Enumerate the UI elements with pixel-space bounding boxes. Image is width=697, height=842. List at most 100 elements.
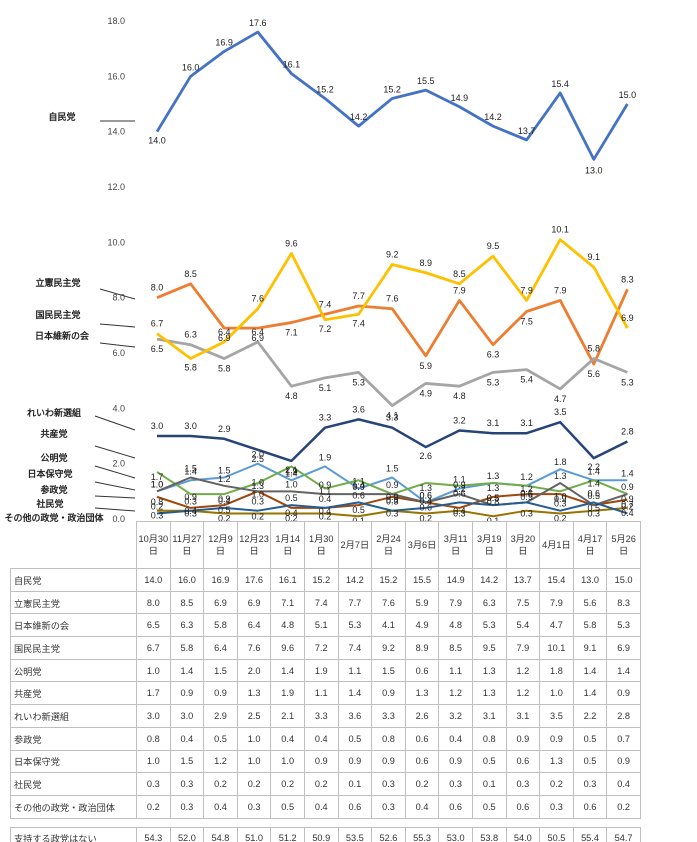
table-cell: 1.0 [539,681,574,706]
data-label: 0.9 [386,480,399,490]
data-label: 2.8 [621,427,634,437]
table-cell: 1.9 [303,658,339,683]
data-label: 3.5 [554,407,567,417]
table-cell: 0.5 [572,726,608,751]
data-label: 0.3 [386,509,399,519]
table-cell: 0.9 [337,749,373,774]
data-label: 1.3 [487,471,500,481]
table-row-label: 自民党 [10,568,137,592]
series-line [156,282,629,366]
table-cell: 1.4 [572,658,608,683]
table-cell: 4.1 [371,613,406,638]
table-cell: 0.2 [303,772,339,796]
table-cell: 0.3 [438,772,473,796]
table-cell: 0.4 [303,726,339,751]
table-row-label: その他の政党・政治団体 [10,794,137,819]
data-label: 7.4 [319,299,332,309]
data-label: 0.4 [420,496,433,506]
table-cell: 0.3 [371,794,406,819]
table-cell: 5.8 [169,636,205,660]
data-label: 1.0 [252,477,265,487]
data-label: 1.3 [420,483,433,493]
table-row: 日本維新の会 6.5 6.3 5.8 6.4 4.8 5.1 5.3 4.1 4.9 4.8 5.3 5… [10,613,641,638]
data-label: 1.1 [319,487,332,497]
data-label: 8.5 [453,269,466,279]
legend-label: 共産党 [40,428,67,439]
series-line [156,501,628,515]
leader-line [99,323,136,328]
data-label: 2.5 [252,454,265,464]
legend-label: その他の政党・政治団体 [4,512,104,522]
table-cell: 54.7 [606,826,641,842]
table-cell: 14.2 [471,568,507,592]
leader-line [94,465,136,479]
data-label: 6.3 [487,350,500,360]
leader-line [94,495,136,499]
table-cell: 16.0 [169,568,205,592]
table-cell: 4.8 [270,613,305,638]
data-label: 10.1 [551,225,569,235]
data-label: 3.1 [487,418,500,428]
data-label: 1.2 [520,472,533,482]
table-cell: 55.4 [572,826,608,842]
table-cell: 4.8 [438,613,473,638]
table-cell: 1.0 [136,658,171,683]
table-cell: 51.2 [270,826,305,842]
data-label: 6.9 [218,333,231,343]
data-table: 10月30日 11月27日 12月9日 12月23日 1月14日 1月30日 2月7日 2月2… [10,521,641,842]
data-label: 0.2 [554,513,567,522]
data-label: 0.9 [621,494,634,504]
table-cell: 0.3 [169,794,205,819]
data-label: 1.5 [184,464,197,474]
table-row: 社民党 0.3 0.3 0.2 0.2 0.2 0.2 0.1 0.3 0.2 0.3 0.1 0.3 0… [10,772,641,796]
series-line [157,418,628,463]
table-cell: 5.6 [572,590,608,615]
data-label: 2.2 [588,462,601,472]
data-label: 0.3 [184,509,197,519]
table-cell: 0.4 [203,794,238,819]
table-cell: 0.2 [404,772,440,796]
data-label: 0.5 [588,503,601,513]
data-label: 1.4 [352,480,365,490]
table-cell: 0.8 [371,726,406,751]
table-cell: 0.4 [270,726,305,751]
table-row-label: 参政党 [10,726,137,751]
table-cell: 0.3 [169,772,205,796]
table-cell: 0.2 [136,794,171,819]
table-cell: 0.9 [539,726,574,751]
legend-label: 立憲民主党 [35,277,80,288]
table-column-header: 3月20日 [505,521,541,569]
data-label: 15.2 [383,84,401,94]
table-cell: 4.9 [404,613,440,638]
table-cell: 14.9 [438,568,473,592]
data-label: 0.4 [621,508,634,518]
table-cell: 5.3 [606,613,641,638]
table-cell: 50.9 [303,826,339,842]
table-cell: 0.3 [539,794,574,819]
table-cell: 0.4 [438,726,473,751]
table-cell: 2.2 [572,704,608,728]
table-cell: 0.6 [404,658,440,683]
data-label: 5.3 [621,377,634,387]
y-tick-label: 12.0 [107,182,125,192]
table-cell: 7.2 [303,636,339,660]
table-cell: 1.9 [270,681,305,706]
table-column-header: 1月30日 [303,521,339,569]
data-label: 2.1 [285,465,298,475]
data-label: 9.6 [285,238,298,248]
data-label: 0.6 [453,488,466,498]
table-cell: 1.4 [169,658,205,683]
data-label: 1.3 [252,481,265,491]
data-label: 0.6 [352,490,365,500]
table-cell: 6.4 [203,636,238,660]
data-label: 7.7 [352,291,365,301]
data-label: 0.3 [252,497,265,507]
table-cell: 0.7 [606,726,641,751]
table-cell: 15.0 [606,568,641,592]
data-label: 6.9 [621,313,634,323]
data-label: 7.2 [319,324,332,334]
data-label: 5.8 [218,364,231,374]
data-label: 16.9 [215,37,233,47]
data-label: 1.9 [285,466,298,476]
table-row: れいわ新選組 3.0 3.0 2.9 2.5 2.1 3.3 3.6 3.3 2.6 3.2 3.1 3… [10,704,641,728]
